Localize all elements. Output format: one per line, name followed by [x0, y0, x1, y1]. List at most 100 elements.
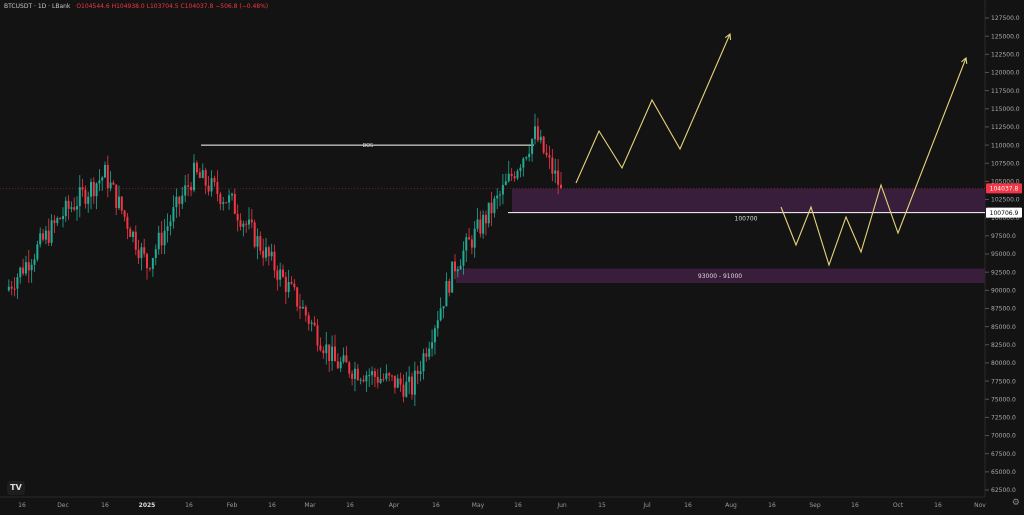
candle-body — [166, 226, 169, 231]
candle-body — [287, 281, 290, 292]
projection-path-1-head — [724, 32, 732, 41]
candle-body — [445, 281, 448, 307]
candle-body — [27, 262, 30, 271]
candle-body — [39, 233, 42, 245]
candle-body — [316, 325, 319, 346]
candle-body — [313, 322, 316, 326]
candle-body — [181, 195, 184, 204]
candle-body — [528, 153, 531, 158]
price-tick-label: 75000.0 — [991, 396, 1016, 403]
candle-body — [408, 376, 411, 382]
symbol-label[interactable]: BTCUSDT · 1D · LBank — [4, 3, 71, 10]
candle-body — [213, 178, 216, 183]
candle-body — [123, 210, 126, 217]
candle-body — [22, 267, 25, 274]
candle-body — [290, 281, 293, 284]
symbol-header[interactable]: BTCUSDT · 1D · LBank O104544.6 H104938.0… — [4, 3, 268, 10]
level-price-badge — [986, 207, 1022, 218]
candle-body — [84, 189, 87, 204]
candle-body — [442, 306, 445, 309]
candle-body — [499, 194, 501, 196]
candle-body — [348, 362, 351, 374]
time-tick-label: 16 — [514, 502, 522, 509]
candle-body — [293, 283, 296, 288]
candle-body — [468, 237, 471, 240]
candle-body — [250, 219, 253, 223]
candle-body — [178, 196, 181, 204]
candle-body — [353, 368, 356, 379]
candle-body — [64, 200, 67, 217]
time-tick-label: Mar — [304, 502, 316, 509]
price-tick-label: 92500.0 — [991, 269, 1016, 276]
candle-body — [451, 261, 454, 293]
time-tick-label: Jul — [642, 502, 651, 509]
candle-body — [146, 253, 148, 269]
candle-body — [493, 198, 496, 214]
candle-body — [391, 375, 394, 377]
tradingview-logo-icon[interactable]: TV — [7, 481, 25, 495]
candle-body — [425, 353, 428, 357]
time-tick-label: 16 — [268, 502, 276, 509]
candle-body — [351, 373, 354, 379]
time-tick-label: Apr — [389, 502, 400, 509]
candle-body — [44, 230, 47, 240]
candle-body — [267, 247, 270, 257]
candle-body — [10, 286, 13, 289]
candle-body — [284, 276, 287, 292]
candle-body — [143, 247, 146, 254]
candle-body — [382, 378, 385, 380]
candle-body — [296, 287, 299, 307]
candle-body — [470, 239, 473, 248]
settings-icon[interactable]: ⚙ — [1011, 498, 1020, 508]
candle-body — [396, 378, 399, 388]
candle-body — [53, 220, 56, 224]
candle-body — [436, 320, 439, 329]
candle-body — [148, 268, 151, 270]
current-price-label: 104037.8 — [990, 186, 1019, 193]
projection-path-2 — [780, 57, 967, 267]
candle-body — [279, 269, 282, 280]
candle-body — [525, 157, 528, 159]
candle-body — [336, 361, 339, 369]
projection-path-2-head — [961, 56, 968, 65]
candle-body — [413, 370, 416, 395]
candle-body — [73, 207, 76, 210]
candle-body — [248, 219, 250, 225]
candle-body — [104, 164, 106, 178]
candle-body — [504, 181, 507, 185]
price-tick-label: 105000.0 — [991, 179, 1020, 186]
time-tick-label: 16 — [851, 502, 859, 509]
price-tick-label: 120000.0 — [991, 70, 1020, 77]
candle-body — [87, 196, 90, 204]
price-tick-label: 77500.0 — [991, 378, 1016, 385]
candle-body — [299, 306, 301, 309]
candle-body — [328, 344, 331, 361]
time-tick-label: Aug — [725, 502, 737, 509]
price-tick-label: 67500.0 — [991, 451, 1016, 458]
candle-body — [522, 158, 525, 168]
candle-body — [225, 202, 228, 204]
candle-body — [411, 376, 413, 395]
candle-body — [465, 237, 468, 251]
candle-body — [379, 378, 382, 383]
projection-path-1 — [575, 33, 731, 184]
supply-demand-zone-upper — [512, 188, 985, 213]
price-tick-label: 127500.0 — [991, 15, 1020, 22]
candle-body — [132, 231, 134, 238]
candle-body — [259, 236, 262, 251]
candle-body — [157, 232, 160, 250]
price-tick-label: 62500.0 — [991, 487, 1016, 494]
candle-body — [371, 371, 374, 376]
candle-body — [78, 187, 81, 207]
bos-label: BOS — [363, 143, 373, 149]
price-tick-label: 90000.0 — [991, 288, 1016, 295]
price-tick-label: 70000.0 — [991, 433, 1016, 440]
time-tick-label: 16 — [684, 502, 692, 509]
candle-body — [310, 322, 313, 324]
candle-body — [47, 230, 50, 243]
candle-body — [487, 202, 490, 224]
candle-body — [551, 157, 554, 174]
candle-body — [359, 379, 362, 381]
